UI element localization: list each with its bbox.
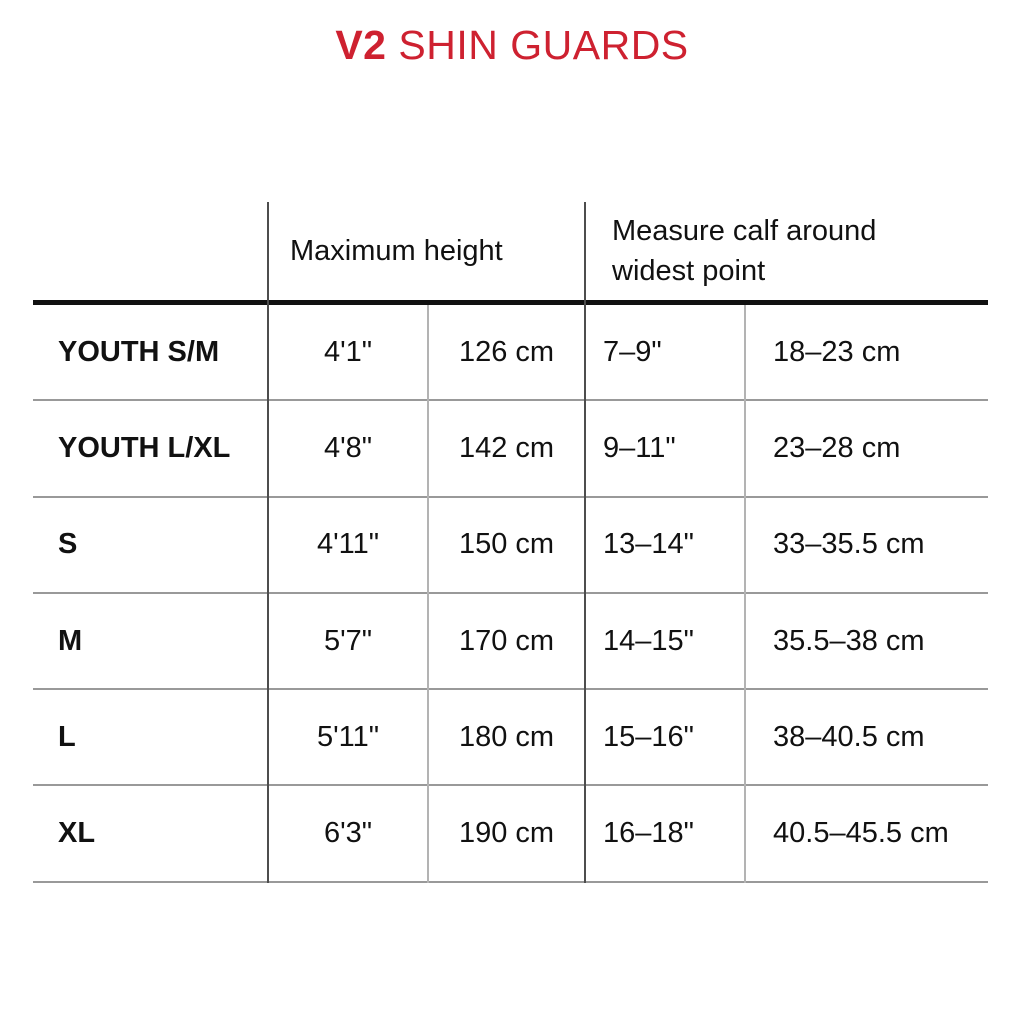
column-rule-dark-right: [584, 202, 586, 883]
table-row: L 5'11" 180 cm 15–16" 38–40.5 cm: [33, 690, 988, 787]
max-height-ft-cell: 4'11": [316, 528, 380, 561]
calf-cm-cell: 35.5–38 cm: [773, 624, 925, 657]
header-size-spacer: [33, 202, 268, 300]
calf-cm-cell: 38–40.5 cm: [773, 720, 925, 753]
header-max-height: Maximum height: [268, 202, 585, 300]
column-rule-dark-left: [267, 202, 269, 883]
column-rule-light-right: [744, 305, 746, 883]
calf-in-cell: 13–14": [603, 528, 694, 561]
max-height-cm-cell: 150 cm: [458, 528, 555, 561]
max-height-ft-cell: 4'8": [323, 431, 373, 464]
table-row: XL 6'3" 190 cm 16–18" 40.5–45.5 cm: [33, 786, 988, 883]
table-row: S 4'11" 150 cm 13–14" 33–35.5 cm: [33, 498, 988, 594]
max-height-ft-cell: 6'3": [323, 817, 373, 850]
table-row: YOUTH S/M 4'1" 126 cm 7–9" 18–23 cm: [33, 305, 988, 402]
calf-cm-cell: 33–35.5 cm: [773, 528, 925, 561]
product-name: SHIN GUARDS: [398, 22, 689, 68]
table-row: M 5'7" 170 cm 14–15" 35.5–38 cm: [33, 594, 988, 691]
calf-cm-cell: 40.5–45.5 cm: [773, 817, 949, 850]
size-cell: L: [58, 720, 76, 753]
column-rule-light-left: [427, 305, 429, 883]
calf-cm-cell: 18–23 cm: [773, 335, 901, 368]
calf-cm-cell: 23–28 cm: [773, 431, 901, 464]
calf-in-cell: 9–11": [603, 431, 676, 464]
max-height-cm-cell: 170 cm: [458, 624, 555, 657]
table-header-row: Maximum height Measure calf around wides…: [33, 202, 988, 305]
size-cell: S: [58, 528, 78, 561]
max-height-ft-cell: 5'7": [323, 624, 373, 657]
max-height-cm-cell: 190 cm: [458, 817, 555, 850]
page-title: V2 SHIN GUARDS: [0, 22, 1024, 68]
size-cell: YOUTH L/XL: [58, 431, 231, 464]
size-cell: YOUTH S/M: [58, 335, 220, 368]
size-cell: M: [58, 624, 83, 657]
calf-in-cell: 16–18": [603, 817, 694, 850]
max-height-cm-cell: 142 cm: [458, 431, 555, 464]
max-height-ft-cell: 5'11": [316, 720, 380, 753]
header-calf: Measure calf around widest point: [585, 202, 988, 300]
max-height-ft-cell: 4'1": [323, 335, 373, 368]
calf-in-cell: 7–9": [603, 335, 662, 368]
table-row: YOUTH L/XL 4'8" 142 cm 9–11" 23–28 cm: [33, 401, 988, 498]
max-height-cm-cell: 126 cm: [458, 335, 555, 368]
calf-in-cell: 15–16": [603, 720, 694, 753]
product-model: V2: [335, 22, 387, 68]
max-height-cm-cell: 180 cm: [458, 720, 555, 753]
calf-in-cell: 14–15": [603, 624, 694, 657]
header-calf-label: Measure calf around widest point: [612, 215, 877, 287]
size-table: Maximum height Measure calf around wides…: [33, 202, 988, 883]
header-max-height-label: Maximum height: [290, 234, 503, 267]
size-cell: XL: [58, 817, 96, 850]
